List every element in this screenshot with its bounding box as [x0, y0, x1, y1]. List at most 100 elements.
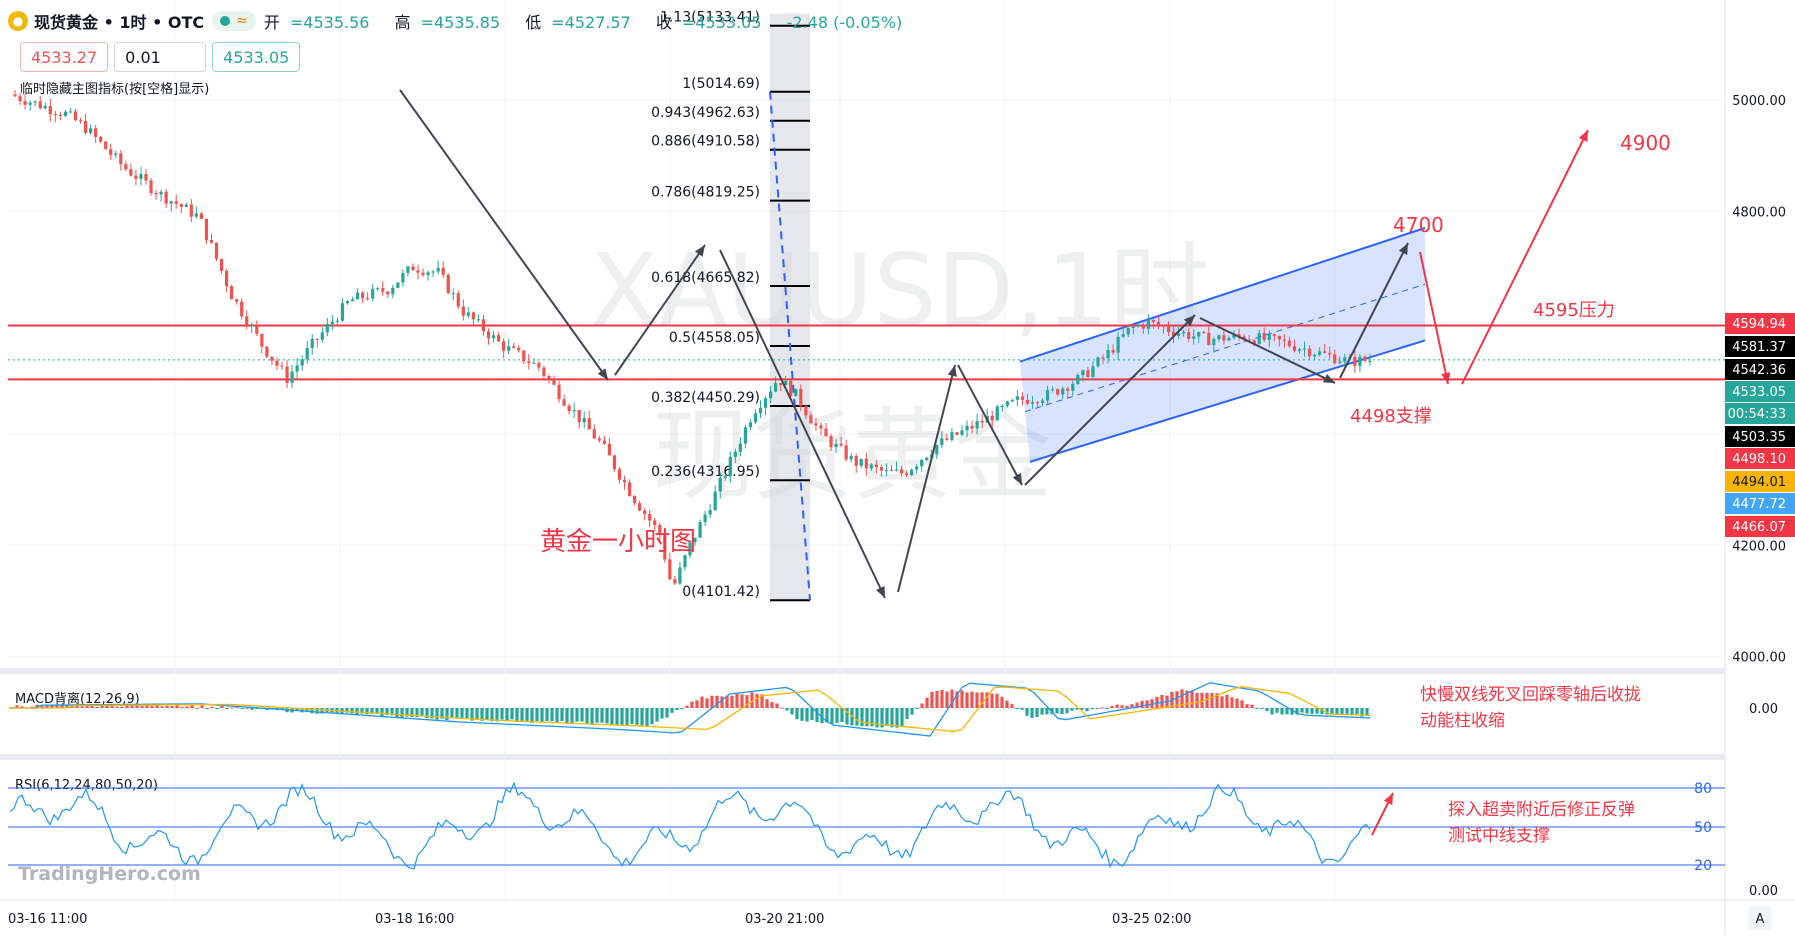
- candle-body: [1141, 324, 1145, 329]
- buy-button[interactable]: 4533.05: [212, 42, 301, 72]
- sell-button[interactable]: 4533.27: [20, 42, 109, 72]
- macd-histogram-bar: [30, 706, 34, 708]
- macd-histogram-bar: [1085, 708, 1089, 712]
- macd-histogram-bar: [155, 703, 159, 708]
- macd-histogram-bar: [1175, 691, 1179, 708]
- candle-body: [235, 299, 239, 302]
- price-badge-2[interactable]: [1725, 359, 1795, 380]
- candle-body: [134, 175, 138, 179]
- arrow-up-3[interactable]: [1024, 314, 1196, 486]
- candle-body: [809, 415, 813, 424]
- price-badge-1[interactable]: [1725, 336, 1795, 357]
- candle-body: [869, 464, 873, 469]
- candle-body: [139, 174, 143, 179]
- y-tick-label-2: 4200.00: [1732, 539, 1786, 554]
- macd-histogram-bar: [165, 705, 169, 708]
- candle-body: [1343, 357, 1347, 362]
- macd-histogram-bar: [510, 708, 514, 720]
- candle-body: [179, 204, 183, 207]
- macd-histogram-bar: [560, 708, 564, 722]
- candle-body: [1302, 348, 1307, 350]
- arrow-up-4[interactable]: [1339, 242, 1409, 379]
- candle-body: [758, 407, 763, 414]
- candle-body: [980, 421, 984, 423]
- price-badge-4[interactable]: [1725, 403, 1795, 424]
- forecast-arrow-up[interactable]: [1461, 129, 1589, 385]
- forecast-arrow-down[interactable]: [1419, 251, 1449, 385]
- arrow-up-1[interactable]: [614, 244, 706, 376]
- arrow-down-2[interactable]: [719, 249, 886, 599]
- macd-histogram-bar: [1075, 708, 1079, 710]
- price-badge-6[interactable]: [1725, 448, 1795, 469]
- price-badge-0[interactable]: [1725, 313, 1795, 334]
- quantity-input[interactable]: 0.01: [114, 42, 207, 72]
- macd-histogram-bar: [1110, 705, 1114, 708]
- candle-body: [1161, 325, 1166, 327]
- macd-histogram-bar: [570, 708, 574, 723]
- symbol-title[interactable]: 现货黄金 • 1时 • OTC: [34, 13, 205, 32]
- candle-body: [406, 266, 410, 273]
- channel-upper-line[interactable]: [1019, 227, 1426, 363]
- macd-histogram-bar: [150, 705, 154, 708]
- macd-histogram-bar: [935, 690, 939, 708]
- price-badge-7[interactable]: [1725, 471, 1795, 492]
- macd-histogram-bar: [245, 707, 249, 709]
- arrow-up-1-head: [694, 245, 705, 257]
- macd-histogram-bar: [645, 708, 649, 727]
- price-badge-9[interactable]: [1725, 516, 1795, 537]
- candle-body: [68, 111, 73, 113]
- macd-histogram-bar: [725, 695, 729, 708]
- candle-body: [562, 399, 566, 406]
- market-status-pill[interactable]: ≈: [212, 11, 256, 31]
- candle-body: [63, 111, 68, 116]
- price-badge-8[interactable]: [1725, 493, 1795, 514]
- candle-body: [990, 415, 994, 421]
- x-tick-label-3: 03-25 02:00: [1112, 912, 1191, 927]
- candle-body: [910, 469, 914, 476]
- candle-body: [325, 324, 329, 333]
- macd-histogram-bar: [1275, 708, 1279, 713]
- macd-histogram-bar: [430, 708, 434, 719]
- arrow-down-1[interactable]: [399, 89, 609, 381]
- macd-histogram-bar: [1200, 692, 1204, 708]
- arrow-down-3[interactable]: [957, 364, 1023, 486]
- macd-histogram-bar: [865, 708, 869, 727]
- macd-histogram-bar: [855, 708, 859, 726]
- candle-body: [768, 391, 773, 399]
- macd-histogram-bar: [1125, 705, 1129, 708]
- auto-scale-button[interactable]: [1748, 906, 1772, 930]
- macd-histogram-bar: [885, 708, 889, 726]
- fib-trend-line[interactable]: [769, 91, 811, 601]
- candle-body: [512, 346, 516, 348]
- candle-body: [557, 384, 561, 400]
- candle-body: [199, 213, 204, 219]
- candle-body: [1328, 352, 1332, 355]
- arrow-up-2-head: [947, 365, 957, 377]
- candle-body: [421, 272, 425, 275]
- price-badge-5[interactable]: [1725, 426, 1795, 447]
- arrow-down-4[interactable]: [1199, 317, 1336, 384]
- market-open-icon: [220, 16, 231, 26]
- candle-body: [1277, 335, 1281, 340]
- candle-body: [315, 338, 319, 340]
- macd-histogram-bar: [375, 708, 379, 714]
- candle-body: [214, 242, 219, 259]
- pane-separator-rsi[interactable]: [0, 754, 1725, 760]
- macd-histogram-bar: [1205, 692, 1209, 708]
- pane-separator-macd[interactable]: [0, 668, 1725, 674]
- candle-body: [376, 288, 380, 290]
- macd-note-1: 快慢双线死叉回踩零轴后收拢: [1420, 684, 1641, 705]
- rsi-zero-label: 0.00: [1749, 884, 1778, 899]
- macd-histogram-bar: [770, 702, 774, 708]
- candle-body: [184, 204, 188, 207]
- price-badge-3[interactable]: [1725, 381, 1795, 402]
- macd-histogram-bar: [1095, 708, 1099, 709]
- macd-histogram-bar: [955, 691, 959, 708]
- macd-histogram-bar: [1290, 708, 1294, 715]
- watermark-line1: XAUUSD,1时: [590, 232, 1209, 349]
- fib-level-label-0: 1.13(5133.41): [660, 10, 760, 26]
- candle-body: [1096, 357, 1100, 367]
- arrow-up-2[interactable]: [897, 364, 956, 593]
- candle-body: [1192, 336, 1196, 339]
